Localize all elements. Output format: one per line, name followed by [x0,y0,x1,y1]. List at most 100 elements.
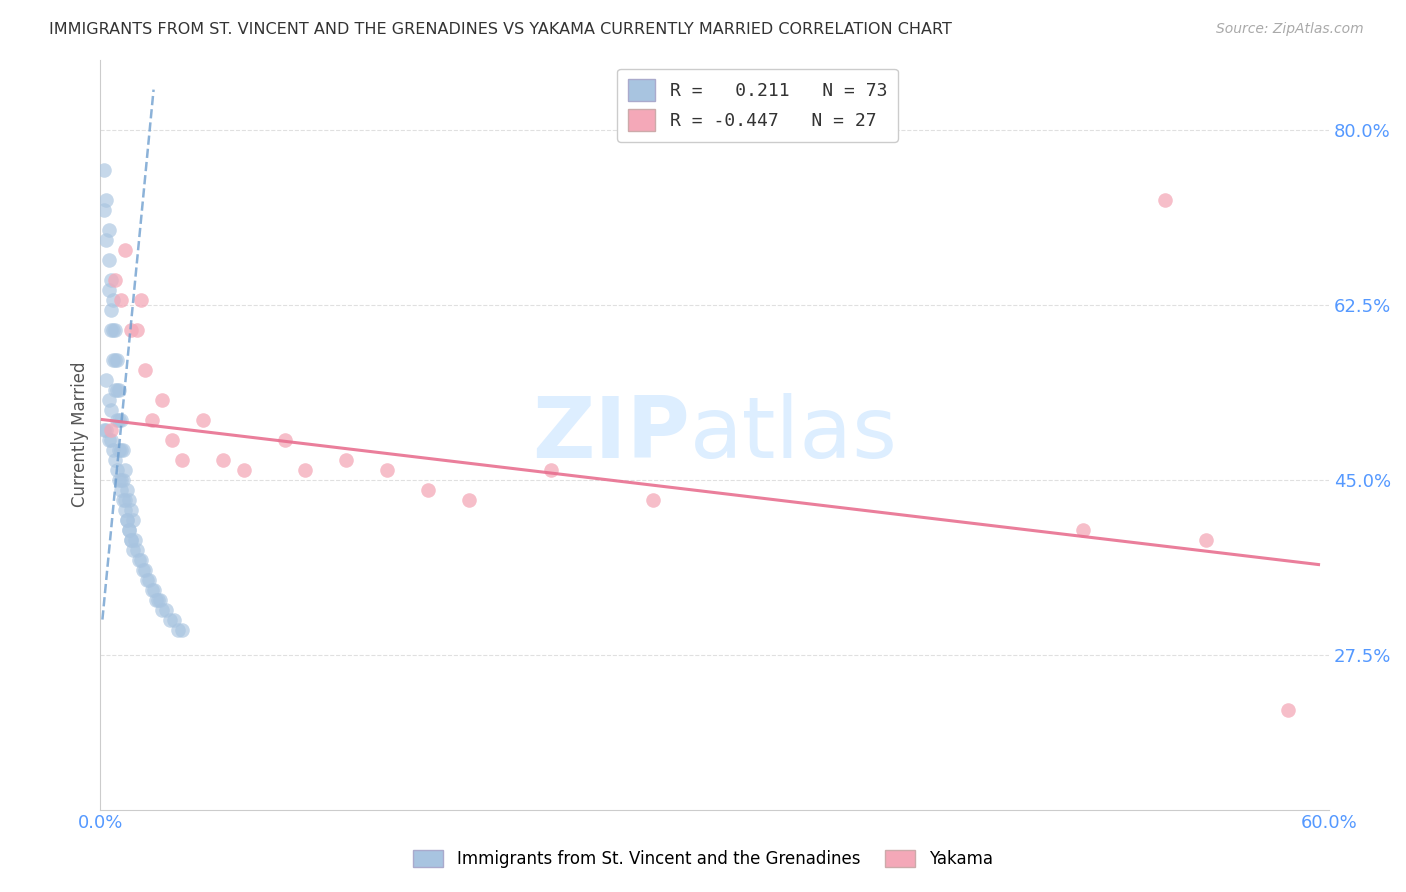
Point [141,412,163,426]
Point [101,322,124,336]
Point [97,433,120,447]
Point [134,563,156,577]
Point [150,602,173,616]
Legend: Immigrants from St. Vincent and the Grenadines, Yakama: Immigrants from St. Vincent and the Gren… [406,843,1000,875]
Point [375,462,398,476]
Text: ZIP: ZIP [533,393,690,476]
Point [107,383,129,397]
Point [159,613,181,627]
Point [111,473,134,487]
Text: IMMIGRANTS FROM ST. VINCENT AND THE GRENADINES VS YAKAMA CURRENTLY MARRIED CORRE: IMMIGRANTS FROM ST. VINCENT AND THE GREN… [49,22,952,37]
Point [273,433,295,447]
Point [100,423,122,437]
Point [104,452,127,467]
Point [96,423,118,437]
Point [150,392,173,407]
Point [114,492,136,507]
Point [232,462,254,476]
Point [122,512,145,526]
Point [129,293,152,307]
Legend: R =   0.211   N = 73, R = -0.447   N = 27: R = 0.211 N = 73, R = -0.447 N = 27 [617,69,898,142]
Point [111,492,134,507]
Text: Source: ZipAtlas.com: Source: ZipAtlas.com [1216,22,1364,37]
Point [172,623,194,637]
Point [107,473,129,487]
Point [160,433,183,447]
Point [138,573,160,587]
Text: atlas: atlas [690,393,898,476]
Point [104,352,127,367]
Point [118,523,141,537]
Point [110,442,132,457]
Point [104,272,127,286]
Point [132,563,155,577]
Point [93,162,115,177]
Point [163,613,186,627]
Point [105,412,128,426]
Point [97,222,120,236]
Point [93,202,115,217]
Point [114,502,136,516]
Point [1277,702,1299,716]
Point [104,322,127,336]
Point [97,283,120,297]
Point [127,542,149,557]
Point [104,383,127,397]
Point [141,582,163,597]
Point [191,412,214,426]
Y-axis label: Currently Married: Currently Married [72,362,89,508]
Point [294,462,316,476]
Point [110,293,132,307]
Point [172,452,194,467]
Point [540,462,562,476]
Point [134,362,156,376]
Point [101,293,124,307]
Point [118,492,141,507]
Point [101,352,124,367]
Point [416,483,439,497]
Point [110,483,132,497]
Point [120,502,142,516]
Point [120,533,142,547]
Point [1071,523,1094,537]
Point [105,383,128,397]
Point [145,592,167,607]
Point [110,412,132,426]
Point [118,523,141,537]
Point [110,473,132,487]
Point [100,302,122,317]
Point [149,592,172,607]
Point [114,243,136,257]
Point [212,452,235,467]
Point [100,433,122,447]
Point [114,462,136,476]
Point [115,512,138,526]
Point [111,442,134,457]
Point [142,582,165,597]
Point [155,602,177,616]
Point [97,392,120,407]
Point [457,492,479,507]
Point [100,272,122,286]
Point [127,322,149,336]
Point [136,573,159,587]
Point [120,533,142,547]
Point [120,322,142,336]
Point [100,322,122,336]
Point [1195,533,1218,547]
Point [96,373,118,387]
Point [167,623,190,637]
Point [107,412,129,426]
Point [146,592,169,607]
Point [643,492,665,507]
Point [124,533,146,547]
Point [105,462,128,476]
Point [129,552,152,566]
Point [1154,193,1177,207]
Point [115,512,138,526]
Point [97,252,120,267]
Point [96,233,118,247]
Point [122,542,145,557]
Point [96,193,118,207]
Point [128,552,150,566]
